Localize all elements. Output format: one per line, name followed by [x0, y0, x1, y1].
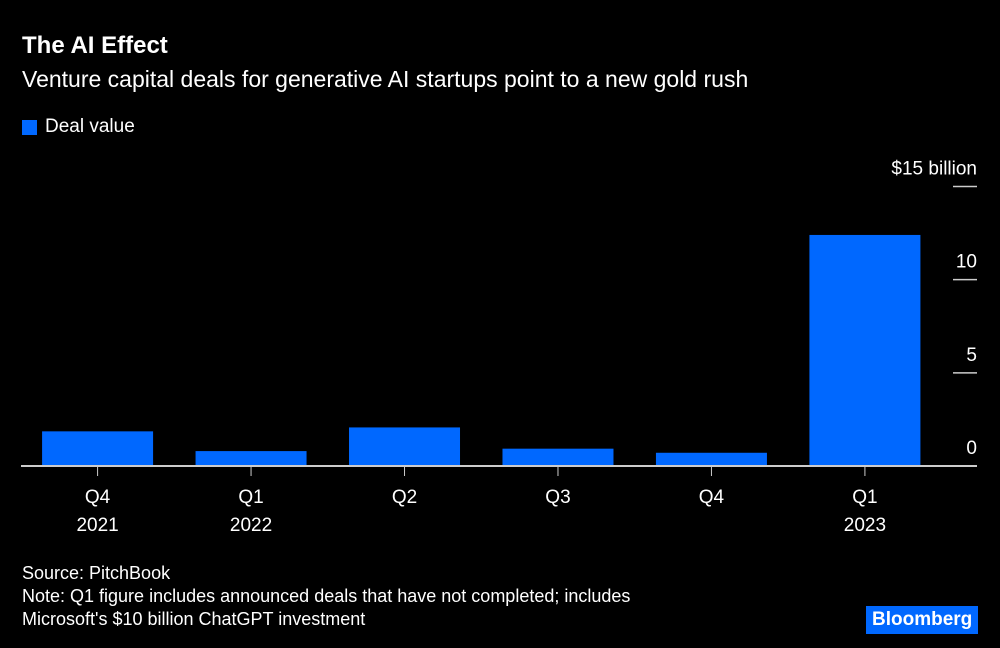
legend-swatch	[22, 119, 37, 135]
x-tick-label: Q4	[699, 487, 725, 508]
x-tick-label: Q3	[545, 487, 570, 508]
y-tick-label: 5	[966, 345, 977, 366]
y-tick-label: 10	[956, 252, 977, 273]
x-tick-label: Q1	[238, 487, 263, 508]
bar	[349, 427, 461, 466]
x-tick-label: 2023	[844, 515, 886, 536]
legend-label: Deal value	[45, 116, 135, 137]
x-tick-label: 2021	[76, 515, 118, 536]
y-tick-label: 0	[966, 438, 977, 459]
footnotes: Source: PitchBook Note: Q1 figure includ…	[22, 562, 630, 631]
source-text: Source: PitchBook	[22, 563, 171, 583]
x-tick-label: Q4	[85, 487, 111, 508]
bar	[42, 431, 154, 466]
bar	[502, 448, 614, 466]
bloomberg-logo: Bloomberg	[866, 606, 979, 634]
bar	[195, 451, 307, 466]
note-text-1: Note: Q1 figure includes announced deals…	[22, 586, 631, 606]
bar	[809, 234, 921, 466]
y-tick-label: $15 billion	[891, 159, 977, 180]
chart-subtitle: Venture capital deals for generative AI …	[22, 66, 749, 92]
x-tick-label: Q2	[392, 487, 417, 508]
x-tick-label: 2022	[230, 515, 272, 536]
bar	[655, 452, 767, 466]
chart-title: The AI Effect	[22, 32, 168, 59]
legend: Deal value	[22, 116, 135, 138]
x-tick-label: Q1	[852, 487, 877, 508]
note-text-2: Microsoft's $10 billion ChatGPT investme…	[22, 609, 366, 629]
